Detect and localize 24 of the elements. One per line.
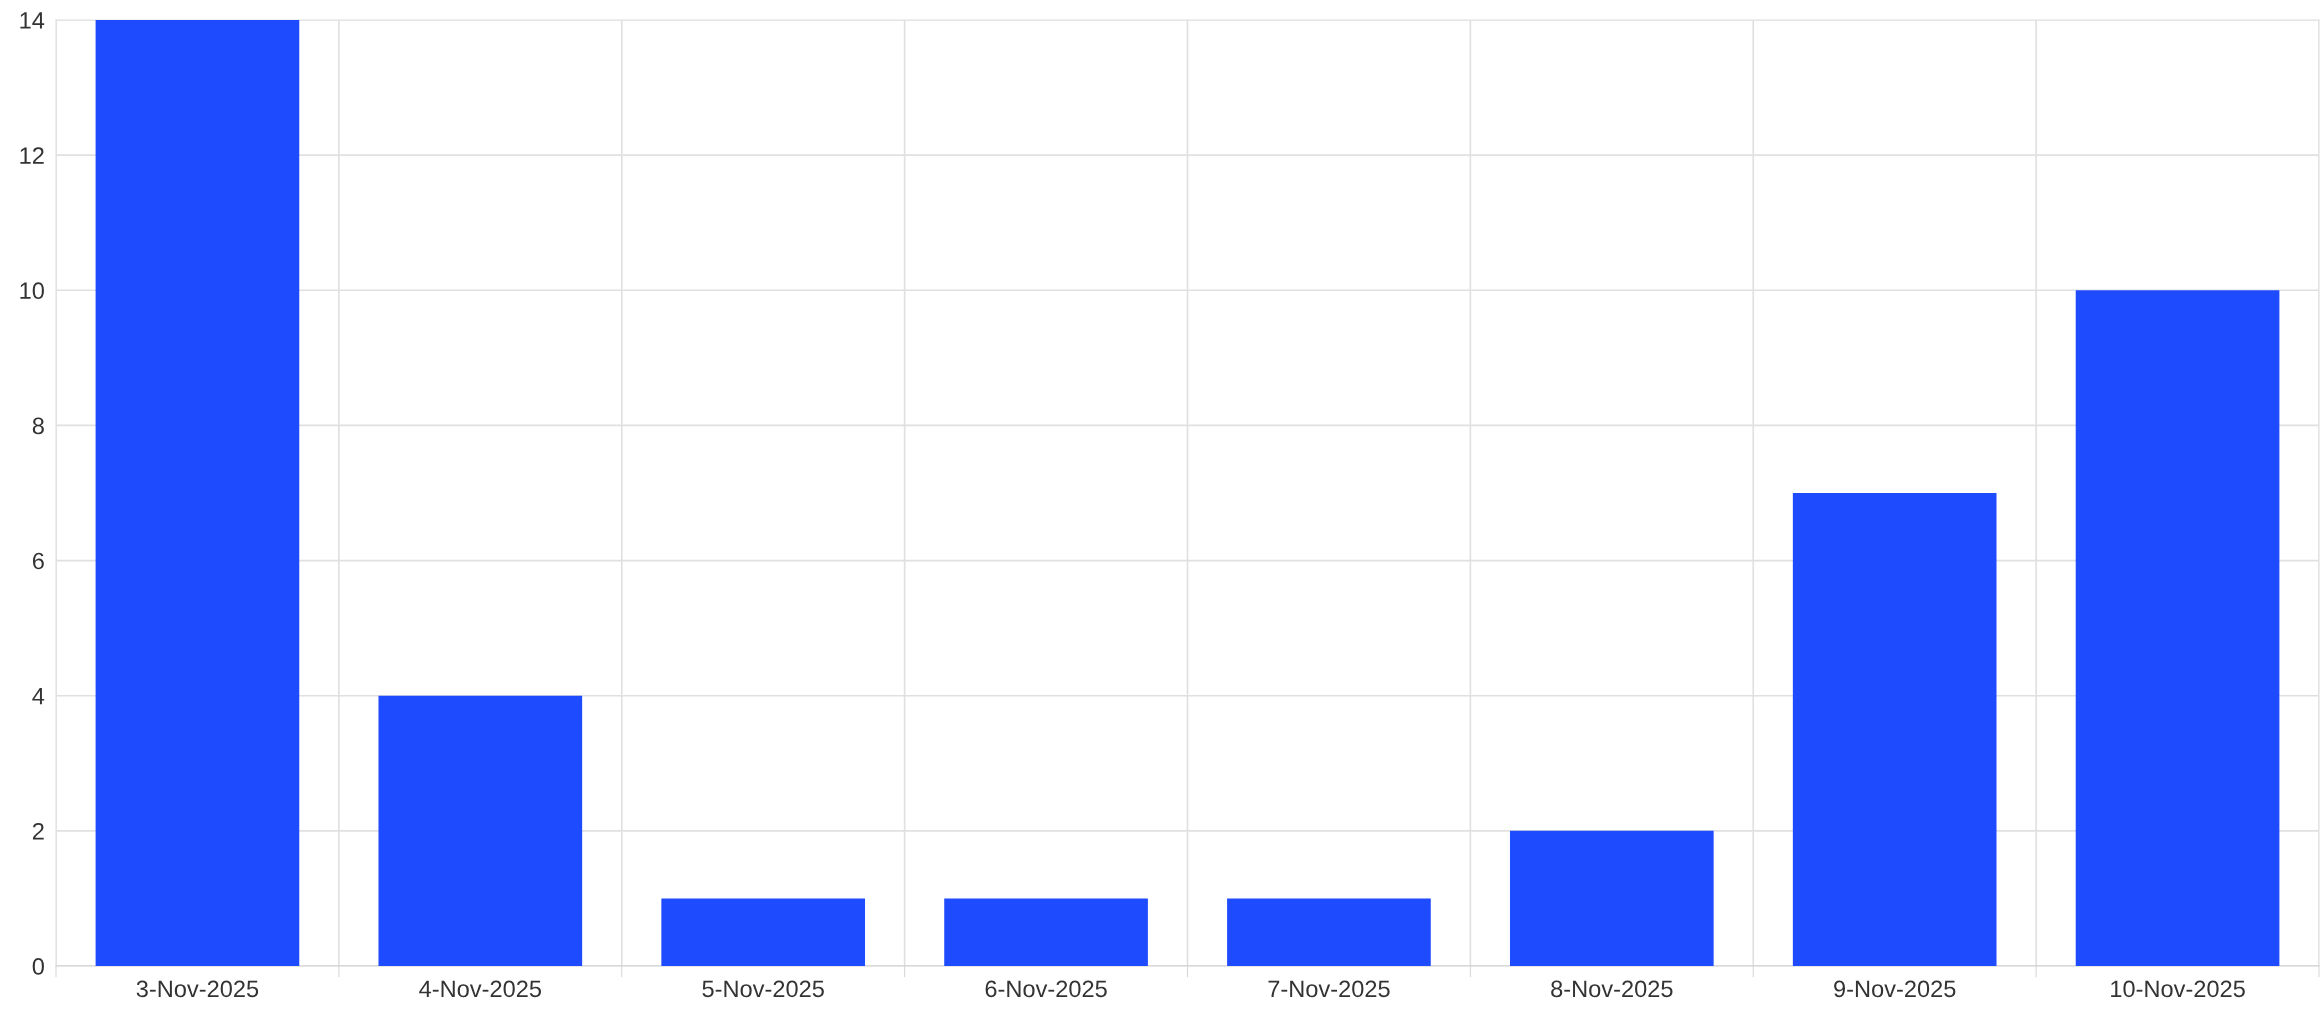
y-tick-label: 2	[32, 822, 44, 840]
x-tick-label: 4-Nov-2025	[419, 980, 542, 998]
bar	[378, 695, 583, 966]
bar	[2075, 290, 2280, 966]
x-tick-label: 5-Nov-2025	[702, 980, 824, 998]
x-tick-label: 3-Nov-2025	[136, 980, 259, 998]
bar	[1792, 493, 1997, 966]
bar	[1227, 898, 1431, 966]
y-tick-label: 10	[20, 282, 44, 300]
y-tick-label: 14	[20, 12, 45, 29]
y-tick-label: 4	[32, 688, 45, 705]
x-tick-label: 7-Nov-2025	[1268, 980, 1390, 998]
x-tick-label: 10-Nov-2025	[2111, 980, 2245, 998]
x-tick-label: 6-Nov-2025	[985, 980, 1107, 998]
y-tick-label: 12	[20, 147, 44, 164]
bar	[1509, 830, 1714, 966]
y-tick-label: 0	[32, 958, 44, 975]
y-tick-label: 6	[32, 552, 44, 570]
bar	[661, 898, 866, 966]
bar	[944, 898, 1148, 966]
bar	[95, 20, 300, 966]
x-tick-label: 9-Nov-2025	[1834, 980, 1956, 998]
y-tick-label: 8	[32, 417, 44, 435]
x-tick-label: 8-Nov-2025	[1551, 980, 1673, 998]
